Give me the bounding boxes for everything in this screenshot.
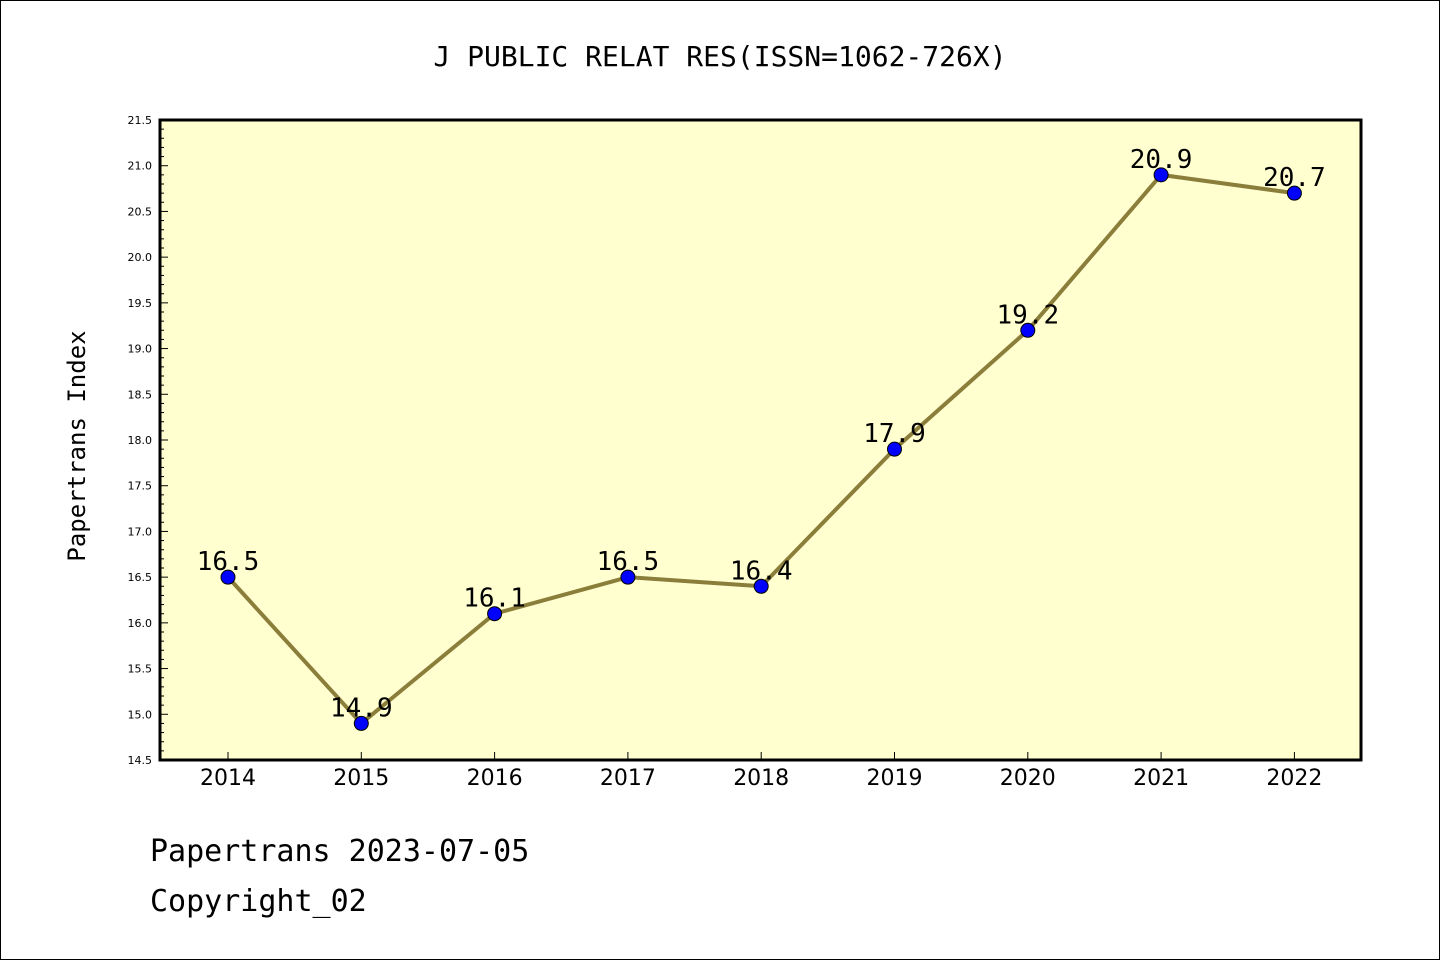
x-axis-ticks: 2014 2015 2016 2017 2018 2019 2020 2021 2022 [200,752,1322,791]
data-label: 20.9 [1130,145,1193,175]
data-markers [220,167,1302,731]
data-label: 16.1 [463,584,526,614]
footer-date: Papertrans 2023-07-05 [150,834,530,869]
y-tick-label: 16.0 [128,617,153,630]
y-tick-label: 14.5 [128,754,153,767]
x-tick-label: 2019 [867,766,923,791]
data-point [620,569,636,585]
y-tick-label: 18.0 [128,434,153,447]
data-point [1020,322,1036,338]
x-tick-label: 2022 [1266,766,1322,791]
y-tick-label: 15.0 [128,708,153,721]
y-tick-label: 16.5 [128,571,153,584]
data-label: 16.5 [597,547,660,577]
data-label: 20.7 [1263,163,1326,193]
y-axis-label: Papertrans Index [63,330,91,561]
data-label: 17.9 [863,419,926,449]
data-label: 16.4 [730,556,793,586]
x-tick-label: 2016 [467,766,523,791]
footer-copyright: Copyright_02 [150,884,367,919]
chart-title: J PUBLIC RELAT RES(ISSN=1062-726X) [433,40,1006,73]
y-tick-label: 19.0 [128,343,153,356]
data-label: 19.2 [996,300,1059,330]
plot-area [160,120,1361,760]
y-tick-label: 18.5 [128,388,153,401]
x-tick-label: 2020 [1000,766,1056,791]
x-tick-label: 2014 [200,766,256,791]
data-point [220,569,236,585]
data-point [487,606,503,622]
data-point [753,578,769,594]
data-point [353,715,369,731]
y-tick-label: 20.5 [128,205,153,218]
y-tick-label: 17.5 [128,480,153,493]
x-tick-label: 2015 [333,766,389,791]
plot-border [158,118,1363,762]
y-axis-ticks: 14.5 15.0 15.5 16.0 16.5 17.0 17.5 18.0 18.5 19.0… [128,114,168,767]
data-point [1153,167,1169,183]
data-label: 14.9 [330,693,393,723]
x-tick-label: 2018 [733,766,789,791]
data-label: 16.5 [197,547,260,577]
data-point [1286,185,1302,201]
y-tick-label: 15.5 [128,663,153,676]
x-tick-label: 2017 [600,766,656,791]
x-tick-label: 2021 [1133,766,1189,791]
y-tick-label: 17.0 [128,525,153,538]
y-tick-label: 20.0 [128,251,153,264]
y-tick-label: 21.5 [128,114,153,127]
y-tick-label: 19.5 [128,297,153,310]
y-tick-label: 21.0 [128,160,153,173]
data-point [887,441,902,457]
data-labels: 16.5 14.9 16.1 16.5 16.4 17.9 19.2 20.9 20.7 [197,145,1326,724]
